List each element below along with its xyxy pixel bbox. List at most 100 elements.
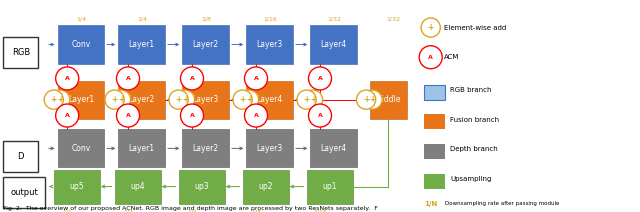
Text: Layer3: Layer3 [193,95,219,104]
Text: A: A [253,113,259,118]
Bar [58,129,104,167]
Text: +: + [369,95,376,104]
Text: Layer4: Layer4 [321,144,347,153]
Bar [3,37,38,68]
Bar [3,141,38,172]
Text: Layer4: Layer4 [257,95,283,104]
Text: A: A [125,113,131,118]
Text: A: A [253,76,259,81]
Text: A: A [317,113,323,118]
Text: 1/32: 1/32 [387,16,401,21]
Ellipse shape [116,104,140,127]
Ellipse shape [169,90,188,109]
Ellipse shape [303,90,323,109]
Ellipse shape [244,67,268,90]
Text: Layer2: Layer2 [193,40,219,49]
Ellipse shape [175,90,195,109]
Text: Middle: Middle [376,95,401,104]
Ellipse shape [421,18,440,37]
Text: D: D [17,152,24,161]
Text: ACM: ACM [444,54,459,60]
Text: A: A [65,76,70,81]
Text: Layer1: Layer1 [129,144,155,153]
Bar [115,170,161,204]
Ellipse shape [116,67,140,90]
Text: RGB branch: RGB branch [450,87,492,93]
Text: A: A [65,113,70,118]
Text: Layer2: Layer2 [129,95,155,104]
Ellipse shape [244,104,268,127]
Text: Layer1: Layer1 [68,95,94,104]
Ellipse shape [233,90,252,109]
Bar [58,81,104,119]
Bar [310,129,357,167]
Ellipse shape [111,90,131,109]
Text: +: + [111,95,118,104]
Text: up2: up2 [259,182,273,191]
Text: Conv: Conv [71,144,91,153]
Text: Layer2: Layer2 [193,144,219,153]
Text: A: A [428,55,433,60]
Bar [243,170,289,204]
Bar [182,81,229,119]
Ellipse shape [356,90,376,109]
Text: A: A [317,76,323,81]
Text: Layer3: Layer3 [257,144,283,153]
Text: 1/32: 1/32 [327,16,341,21]
Bar [424,174,445,189]
Text: Downsampling rate after passing module: Downsampling rate after passing module [445,201,559,206]
Bar [179,170,225,204]
Text: 1/4: 1/4 [187,210,197,212]
Text: +: + [182,95,188,104]
Text: Conv: Conv [71,40,91,49]
Bar [307,170,353,204]
Ellipse shape [180,67,204,90]
Bar [424,85,445,100]
Text: Layer3: Layer3 [257,40,283,49]
Bar [54,170,100,204]
Text: up3: up3 [195,182,209,191]
Ellipse shape [56,104,79,127]
Bar [424,114,445,129]
Text: 1/N: 1/N [424,201,438,206]
Text: 1/2: 1/2 [123,210,133,212]
Bar [182,129,229,167]
Bar [246,25,293,64]
Bar [182,25,229,64]
Text: A: A [189,76,195,81]
Ellipse shape [105,90,124,109]
Text: +: + [428,23,434,32]
Text: 1/8: 1/8 [251,210,261,212]
Text: A: A [189,113,195,118]
Bar [58,25,104,64]
Text: A: A [125,76,131,81]
Ellipse shape [51,90,70,109]
Bar [370,81,407,119]
Bar [118,129,165,167]
Ellipse shape [308,104,332,127]
Text: 1/16: 1/16 [313,210,327,212]
Ellipse shape [239,90,259,109]
Text: +: + [51,95,57,104]
Text: 1/4: 1/4 [137,16,147,21]
Text: 1/8: 1/8 [201,16,211,21]
Bar [118,25,165,64]
Text: Upsampling: Upsampling [450,176,492,182]
Text: Fusion branch: Fusion branch [450,117,499,123]
Text: Fig. 2.  The overview of our proposed ACNet. RGB image and depth image are proce: Fig. 2. The overview of our proposed ACN… [3,206,378,211]
Bar [310,25,357,64]
Bar [3,177,45,208]
Text: 1/1: 1/1 [62,210,72,212]
Text: up5: up5 [70,182,84,191]
Bar [118,81,165,119]
Text: +: + [246,95,252,104]
Text: +: + [310,95,316,104]
Text: 1/16: 1/16 [263,16,277,21]
Text: RGB: RGB [12,48,30,57]
Text: Layer1: Layer1 [129,40,155,49]
Bar [424,144,445,159]
Ellipse shape [44,90,63,109]
Ellipse shape [297,90,316,109]
Text: +: + [363,95,369,104]
Text: Depth branch: Depth branch [450,146,498,152]
